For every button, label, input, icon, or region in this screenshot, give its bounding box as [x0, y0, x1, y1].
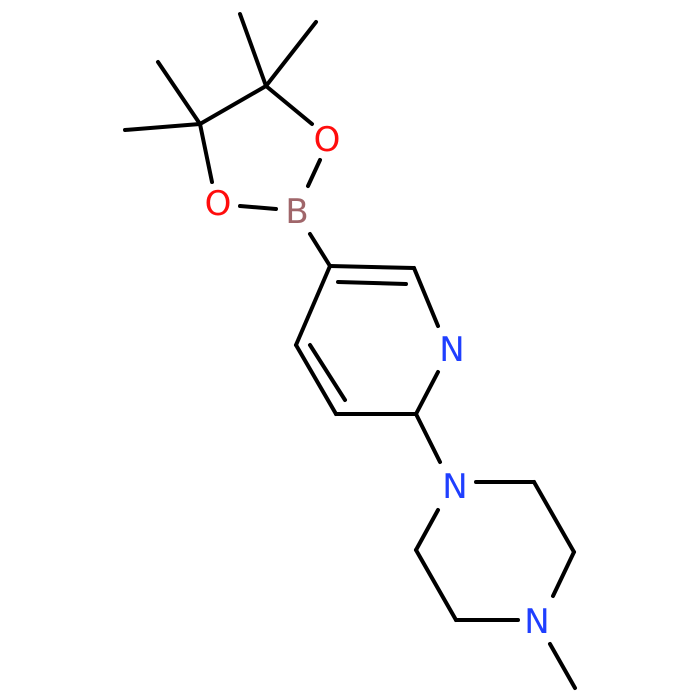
atom-label: N [442, 467, 467, 507]
atom-label: N [439, 330, 464, 370]
atom-label: O [205, 184, 232, 224]
atom-label: N [524, 602, 549, 642]
atom-label: B [285, 192, 308, 232]
atom-label: O [314, 120, 341, 160]
bonds [123, 12, 577, 690]
